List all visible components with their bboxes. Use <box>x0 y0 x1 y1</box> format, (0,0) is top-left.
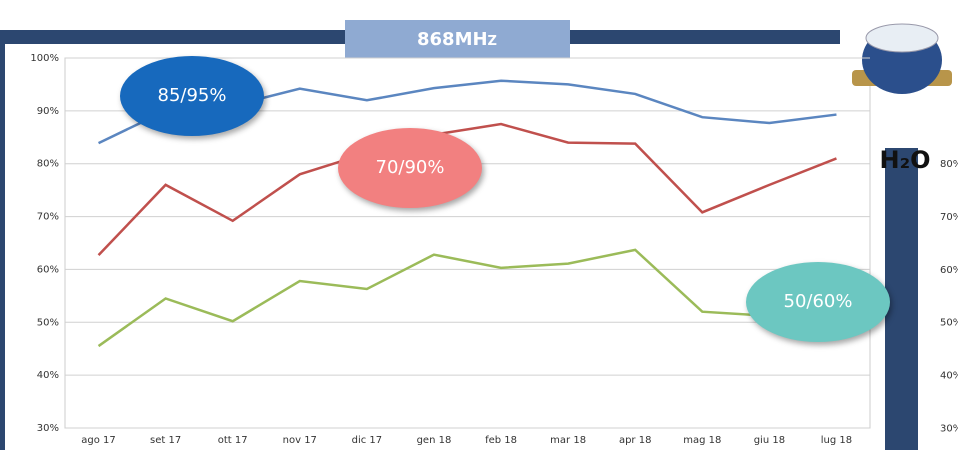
right-block <box>885 148 918 450</box>
side-axis-label: 50% <box>940 318 958 329</box>
side-axis-label: 80% <box>940 159 958 170</box>
x-tick-label: apr 18 <box>619 435 652 446</box>
y-tick-label: 80% <box>37 159 59 170</box>
slide: 868MHz H₂O 30% 40% 50% 60% 70% 80% 90% 100% ago … <box>0 0 958 450</box>
chart-title: 868MHz <box>417 29 497 50</box>
badge: H₂O <box>880 146 931 174</box>
x-tick-label: ago 17 <box>81 435 116 446</box>
x-tick-label: dic 17 <box>352 435 383 446</box>
y-tick-label: 70% <box>37 212 59 223</box>
side-axis-label: 60% <box>940 265 958 276</box>
x-tick-label: set 17 <box>150 435 181 446</box>
x-tick-label: mar 18 <box>550 435 586 446</box>
left-strip <box>0 44 5 450</box>
y-tick-label: 90% <box>37 106 59 117</box>
side-axis-label: 30% <box>940 424 958 435</box>
y-tick-label: 100% <box>30 53 59 64</box>
x-tick-label: mag 18 <box>683 435 721 446</box>
x-tick-label: nov 17 <box>283 435 317 446</box>
x-tick-label: lug 18 <box>821 435 852 446</box>
x-tick-label: giu 18 <box>754 435 785 446</box>
y-tick-label: 30% <box>37 423 59 434</box>
x-tick-label: gen 18 <box>417 435 452 446</box>
y-tick-label: 40% <box>37 370 59 381</box>
annotation-text: 50/60% <box>784 291 853 312</box>
side-axis-label: 70% <box>940 212 958 223</box>
x-tick-label: ott 17 <box>218 435 248 446</box>
annotation-text: 85/95% <box>158 85 227 106</box>
annotation-text: 70/90% <box>376 157 445 178</box>
y-tick-label: 50% <box>37 317 59 328</box>
series-line <box>99 250 837 346</box>
water-meter <box>852 24 952 94</box>
x-tick-label: feb 18 <box>485 435 517 446</box>
side-axis-label: 40% <box>940 371 958 382</box>
y-tick-label: 60% <box>37 264 59 275</box>
